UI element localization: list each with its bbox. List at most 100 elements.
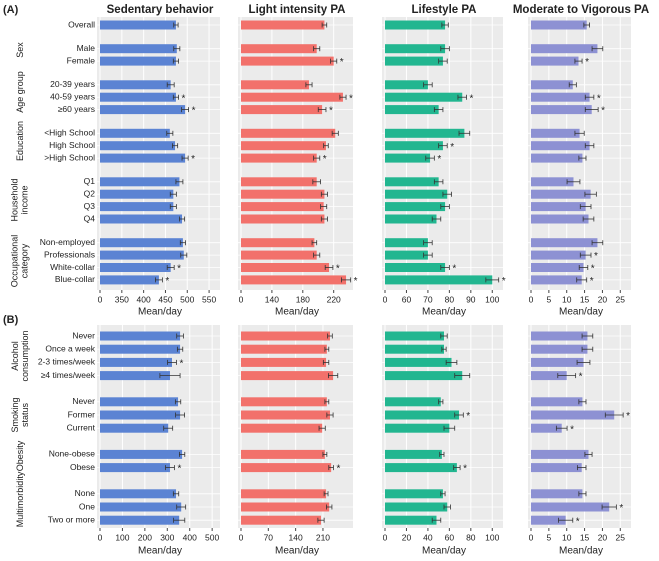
x-tick-label: 5 [546, 532, 551, 542]
bar [241, 331, 330, 341]
subplot-title: Moderate to Vigorous PA [513, 4, 649, 16]
category-label: Male [77, 43, 96, 53]
category-label: Once a week [45, 343, 95, 353]
category-label: One [79, 501, 95, 511]
x-tick-label: 140 [289, 532, 303, 542]
x-tick-label: 500 [205, 532, 219, 542]
bar [100, 331, 181, 341]
bar [241, 502, 330, 512]
group-label: Alcohol consumption [10, 330, 30, 382]
significance-mark: * [452, 264, 456, 275]
bar [531, 56, 579, 66]
category-label: Q4 [84, 213, 96, 223]
x-tick-label: 0 [239, 294, 244, 304]
bar [241, 238, 315, 248]
bar [241, 214, 325, 224]
category-label: Two or more [48, 514, 96, 524]
bar [385, 214, 437, 224]
bar [100, 423, 169, 433]
bar [385, 410, 460, 420]
category-label: Q2 [84, 188, 96, 198]
x-tick-label: 100 [485, 532, 499, 542]
bar [100, 489, 177, 499]
x-tick-label: 100 [115, 532, 129, 542]
bar [100, 128, 170, 138]
bar [241, 263, 330, 272]
x-tick-label: 0 [383, 532, 388, 542]
x-tick-label: 10 [562, 294, 572, 304]
x-tick-label: 140 [265, 294, 279, 304]
bar [100, 463, 170, 473]
bar [100, 153, 186, 163]
bar [385, 344, 444, 354]
bar [385, 141, 443, 151]
bar [385, 449, 442, 459]
category-label: Current [67, 422, 96, 432]
bar [100, 238, 183, 248]
significance-mark: * [179, 359, 183, 370]
significance-mark: * [579, 372, 583, 383]
bar [241, 189, 325, 199]
bar [241, 410, 330, 420]
bar [241, 44, 317, 54]
x-tick-label: 220 [327, 294, 341, 304]
category-label: <High School [44, 128, 95, 138]
bar [241, 449, 325, 459]
x-tick-label: 0 [98, 294, 103, 304]
bar [100, 20, 176, 30]
category-label: Overall [68, 19, 95, 29]
category-label: Never [72, 330, 95, 340]
category-label: Professionals [44, 249, 95, 259]
x-axis-title: Mean/day [275, 307, 319, 318]
bar [385, 515, 437, 525]
bar [241, 128, 336, 138]
bar [531, 238, 598, 248]
significance-mark: * [336, 464, 340, 475]
significance-mark: * [177, 264, 181, 275]
bar [100, 449, 183, 459]
bar [531, 80, 573, 90]
significance-mark: * [354, 276, 358, 287]
category-label: None [75, 488, 96, 498]
significance-mark: * [597, 93, 601, 104]
category-label: None-obese [49, 449, 96, 459]
bar [531, 177, 574, 187]
significance-mark: * [192, 106, 196, 117]
bar [531, 275, 582, 285]
x-tick-label: 550 [202, 294, 216, 304]
bar [531, 357, 584, 367]
bar [241, 105, 323, 115]
x-tick-label: 60 [402, 294, 412, 304]
bar [241, 250, 317, 260]
bar [385, 357, 452, 367]
bar [100, 80, 171, 90]
x-tick-label: 400 [183, 532, 197, 542]
category-label: High School [49, 140, 95, 150]
bar [531, 489, 583, 499]
significance-mark: * [591, 264, 595, 275]
significance-mark: * [463, 464, 467, 475]
bar [385, 331, 444, 341]
x-axis-title: Mean/day [422, 546, 466, 557]
bar [100, 371, 170, 381]
bar [241, 92, 343, 102]
x-tick-label: 20 [402, 532, 412, 542]
x-tick-label: 210 [316, 532, 330, 542]
bar [531, 20, 587, 30]
bar [241, 20, 325, 30]
x-tick-label: 10 [562, 532, 572, 542]
x-tick-label: 0 [383, 294, 388, 304]
bar [100, 397, 179, 407]
bar [100, 275, 159, 285]
x-tick-label: 200 [138, 532, 152, 542]
category-label: Former [68, 409, 96, 419]
significance-mark: * [570, 424, 574, 435]
x-tick-label: 70 [423, 294, 433, 304]
significance-mark: * [165, 276, 169, 287]
group-label: Age group [15, 71, 25, 113]
bar [385, 423, 450, 433]
x-tick-label: 0 [98, 532, 103, 542]
bar [241, 489, 327, 499]
